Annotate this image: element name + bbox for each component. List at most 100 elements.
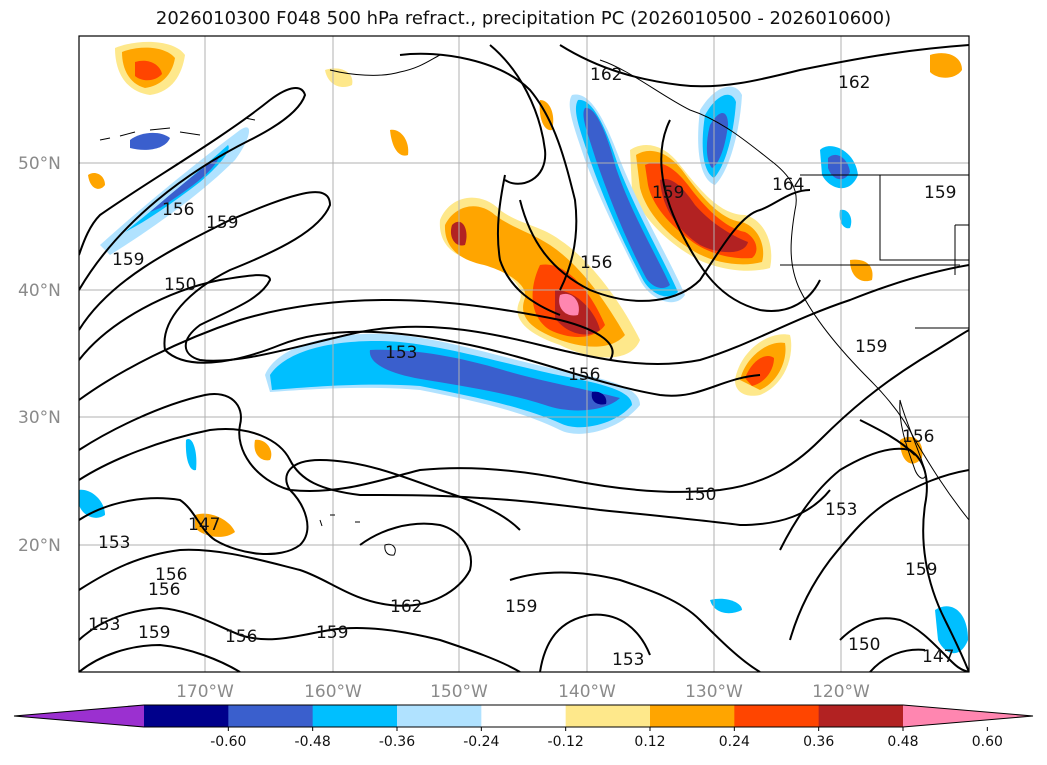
- colorbar-swatch: [397, 705, 482, 727]
- contour-line: [79, 428, 831, 527]
- colorbar-tick-label: 0.36: [803, 734, 834, 750]
- precip-positive-area: [254, 439, 272, 461]
- precip-positive-area: [88, 173, 105, 189]
- contour-label: 153: [98, 533, 130, 553]
- colorbar-swatch: [228, 705, 314, 727]
- contour-line: [79, 458, 521, 556]
- colorbar-tick-label: -0.36: [379, 734, 415, 750]
- longitude-label: 130°W: [685, 682, 743, 702]
- contour-label: 159: [112, 250, 144, 270]
- latitude-label: 50°N: [18, 154, 61, 174]
- contour-label: 156: [902, 427, 934, 447]
- colorbar-swatch: [312, 705, 398, 727]
- contour-line: [869, 648, 926, 672]
- precip-positive-area: [660, 179, 748, 253]
- contour-label: 162: [390, 597, 422, 617]
- baja-california: [899, 399, 927, 479]
- precip-negative-area: [710, 598, 742, 614]
- contour-label: 156: [580, 253, 612, 273]
- precip-negative-area: [369, 349, 620, 411]
- colorbar-swatch: [650, 705, 735, 727]
- contour-line: [859, 419, 916, 456]
- contour-line: [79, 522, 472, 607]
- colorbar-swatch: [481, 705, 567, 727]
- contour-label-group: 162 162 159 156 159 159 150 156 153 156 …: [88, 65, 956, 670]
- contour-line: [79, 643, 241, 672]
- contour-label: 156: [162, 200, 194, 220]
- precip-negative-area: [125, 145, 229, 232]
- aleutian-islands: [99, 117, 256, 141]
- colorbar-outline: [13, 704, 1034, 728]
- map-frame: [78, 35, 970, 673]
- colorbar-tick-label: -0.48: [295, 734, 331, 750]
- contour-line: [489, 44, 547, 185]
- precip-positive-area: [745, 356, 774, 386]
- contour-line: [559, 44, 969, 88]
- contour-label: 150: [684, 485, 716, 505]
- contour-line: [79, 329, 969, 493]
- contour-line: [509, 571, 761, 672]
- contour-line: [79, 298, 614, 401]
- longitude-axis: 170°W 160°W 150°W 140°W 130°W 120°W: [176, 682, 870, 702]
- contour-label: 147: [922, 647, 954, 667]
- contour-label: 156: [148, 580, 180, 600]
- precip-negative-area: [591, 391, 607, 405]
- precip-negative-area: [150, 155, 220, 212]
- colorbar-tick-label: 0.24: [719, 734, 750, 750]
- colorbar-extend-low: [14, 705, 144, 727]
- state-border: [879, 175, 969, 261]
- colorbar-tick-label: -0.12: [548, 734, 584, 750]
- contour-line: [79, 606, 521, 672]
- precip-positive-area: [135, 60, 162, 81]
- contour-line: [79, 264, 969, 365]
- contour-line: [79, 87, 307, 291]
- precip-positive-area: [559, 293, 579, 316]
- contour-label: 156: [225, 627, 257, 647]
- contour-label: 159: [652, 183, 684, 203]
- contour-label: 153: [825, 500, 857, 520]
- contour-label: 159: [505, 597, 537, 617]
- colorbar-tick-label: -0.60: [210, 734, 246, 750]
- longitude-label: 140°W: [558, 682, 616, 702]
- contour-label: 159: [855, 337, 887, 357]
- refractivity-contours: [79, 44, 969, 672]
- precip-negative-area: [130, 132, 170, 150]
- contour-line: [839, 617, 969, 672]
- contour-line: [789, 469, 969, 641]
- colorbar-extend-high: [903, 705, 1033, 727]
- contour-line: [779, 447, 969, 672]
- contour-label: 147: [188, 515, 220, 535]
- longitude-label: 170°W: [176, 682, 234, 702]
- longitude-label: 150°W: [430, 682, 488, 702]
- contour-label: 156: [568, 365, 600, 385]
- precip-shading: [79, 41, 968, 654]
- contour-label: 156: [155, 565, 187, 585]
- contour-line: [539, 613, 651, 672]
- contour-line: [496, 174, 561, 316]
- contour-label: 150: [848, 635, 880, 655]
- contour-label: 162: [590, 65, 622, 85]
- latitude-label: 30°N: [18, 408, 61, 428]
- hawaii-islands: [319, 514, 396, 556]
- colorbar-swatch: [734, 705, 820, 727]
- contour-line: [399, 52, 578, 291]
- contour-label: 159: [316, 623, 348, 643]
- alaska-coast: [329, 54, 441, 76]
- colorbar-swatch: [144, 705, 229, 727]
- contour-label: 159: [924, 183, 956, 203]
- contour-label: 153: [385, 343, 417, 363]
- colorbar-tick-label: 0.48: [887, 734, 918, 750]
- contour-label: 159: [138, 623, 170, 643]
- map-title: 2026010300 F048 500 hPa refract., precip…: [155, 8, 892, 29]
- precip-positive-area: [930, 53, 962, 78]
- longitude-label: 160°W: [304, 682, 362, 702]
- longitude-label: 120°W: [812, 682, 870, 702]
- precip-negative-area: [706, 112, 728, 168]
- contour-label: 164: [772, 175, 804, 195]
- contour-line: [79, 191, 761, 397]
- colorbar-swatch: [818, 705, 904, 727]
- colorbar-tick-label: 0.12: [634, 734, 665, 750]
- precip-positive-area: [390, 129, 409, 156]
- latitude-label: 40°N: [18, 281, 61, 301]
